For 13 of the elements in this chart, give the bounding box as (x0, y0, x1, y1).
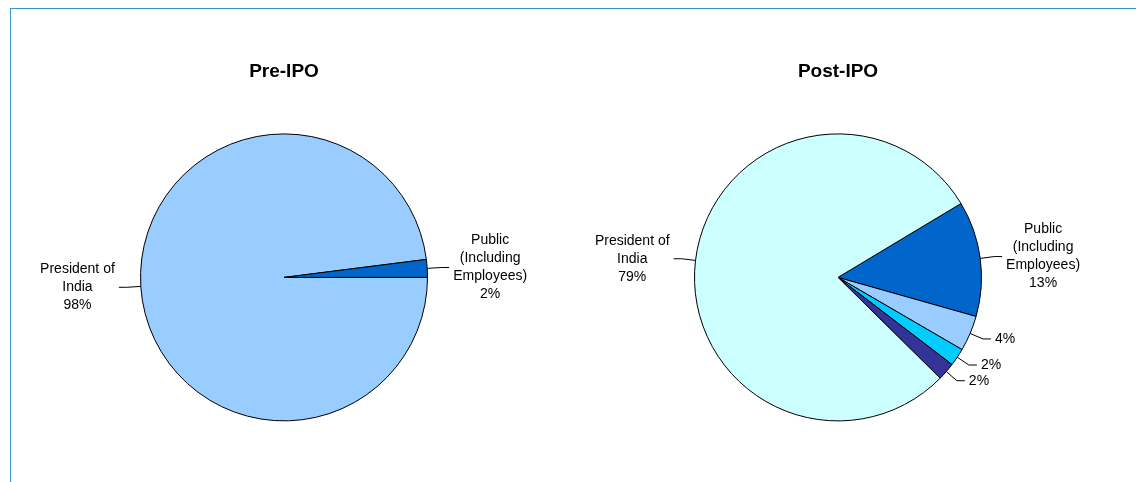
data-label: 2% (480, 285, 501, 302)
data-label: 79% (618, 267, 647, 284)
data-label: 2% (980, 355, 1002, 372)
chart-title: Post-IPO (797, 59, 879, 81)
slice-label: President of India (40, 260, 115, 295)
slice-label: Public (Including Employees) (453, 231, 528, 284)
slice-label: Public (Including Employees) (1006, 220, 1081, 273)
chart-title: Pre-IPO (249, 59, 319, 81)
data-label: 4% (994, 329, 1016, 346)
data-label: 13% (1029, 274, 1058, 291)
data-label: 98% (63, 296, 92, 313)
slice-label: President of India (594, 231, 670, 266)
data-label: 2% (968, 371, 990, 388)
